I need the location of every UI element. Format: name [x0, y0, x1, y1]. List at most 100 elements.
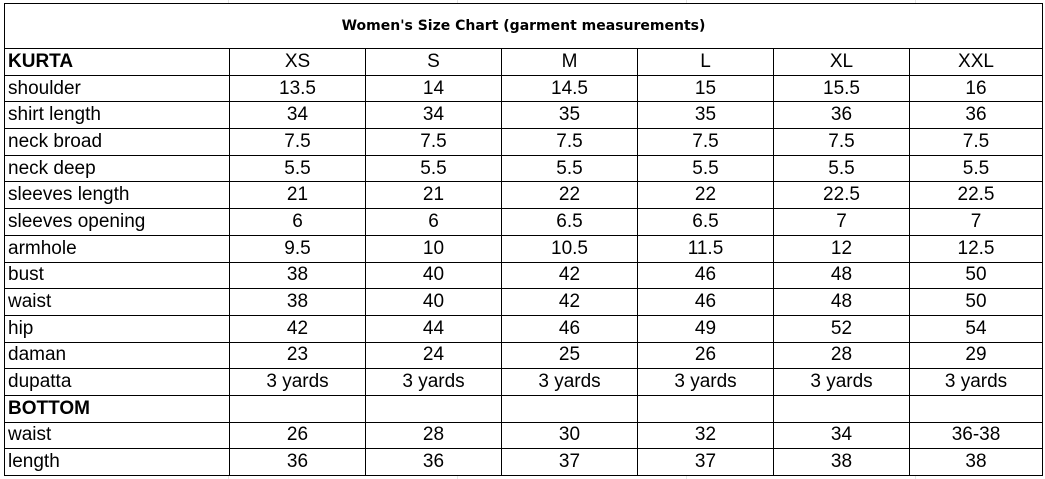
measurement-cell: 14.5 — [501, 74, 638, 103]
measurement-cell: 42 — [229, 314, 366, 343]
measurement-cell: 28 — [365, 421, 502, 450]
table-row: length 36 36 37 37 38 38 — [4, 448, 1043, 476]
row-label: sleeves length — [4, 181, 230, 210]
measurement-cell: 44 — [365, 314, 502, 343]
size-header-xs: XS — [229, 48, 366, 76]
section-heading-bottom: BOTTOM — [4, 394, 230, 423]
measurement-cell: 7.5 — [365, 128, 502, 156]
measurement-cell: 5.5 — [909, 154, 1043, 183]
measurement-cell: 38 — [229, 261, 366, 290]
measurement-cell: 50 — [909, 288, 1043, 316]
measurement-cell: 46 — [501, 314, 638, 343]
table-row: dupatta 3 yards 3 yards 3 yards 3 yards 3 yar… — [4, 368, 1043, 396]
measurement-cell: 7.5 — [229, 128, 366, 156]
row-label: neck broad — [4, 128, 230, 156]
row-label: bust — [4, 261, 230, 290]
table-row: waist 38 40 42 46 48 50 — [4, 288, 1043, 316]
table-row: armhole 9.5 10 10.5 11.5 12 12.5 — [4, 234, 1043, 263]
measurement-cell: 22.5 — [773, 181, 910, 210]
empty-cell — [637, 394, 774, 423]
measurement-cell: 36 — [909, 101, 1043, 130]
measurement-cell: 10.5 — [501, 234, 638, 263]
measurement-cell: 7 — [909, 208, 1043, 236]
table-row: hip 42 44 46 49 52 54 — [4, 314, 1043, 343]
table-row: shoulder 13.5 14 14.5 15 15.5 16 — [4, 74, 1043, 103]
row-label: neck deep — [4, 154, 230, 183]
measurement-cell: 30 — [501, 421, 638, 450]
row-label: waist — [4, 421, 230, 450]
measurement-cell: 7.5 — [909, 128, 1043, 156]
measurement-cell: 36 — [365, 448, 502, 476]
measurement-cell: 13.5 — [229, 74, 366, 103]
measurement-cell: 32 — [637, 421, 774, 450]
measurement-cell: 46 — [637, 261, 774, 290]
table-row: daman 23 24 25 26 28 29 — [4, 341, 1043, 370]
measurement-cell: 38 — [909, 448, 1043, 476]
measurement-cell: 22 — [501, 181, 638, 210]
empty-cell — [365, 394, 502, 423]
table-row: neck deep 5.5 5.5 5.5 5.5 5.5 5.5 — [4, 154, 1043, 183]
section-heading-kurta: KURTA — [4, 48, 230, 76]
measurement-cell: 48 — [773, 261, 910, 290]
measurement-cell: 21 — [229, 181, 366, 210]
row-label: shirt length — [4, 101, 230, 130]
measurement-cell: 37 — [501, 448, 638, 476]
measurement-cell: 6.5 — [501, 208, 638, 236]
measurement-cell: 34 — [229, 101, 366, 130]
bottom-header-row: BOTTOM — [4, 394, 1043, 423]
table-row: bust 38 40 42 46 48 50 — [4, 261, 1043, 290]
measurement-cell: 54 — [909, 314, 1043, 343]
size-header-s: S — [365, 48, 502, 76]
measurement-cell: 26 — [637, 341, 774, 370]
measurement-cell: 14 — [365, 74, 502, 103]
size-header-xxl: XXL — [909, 48, 1043, 76]
row-label: shoulder — [4, 74, 230, 103]
measurement-cell: 22 — [637, 181, 774, 210]
measurement-cell: 3 yards — [909, 368, 1043, 396]
measurement-cell: 6.5 — [637, 208, 774, 236]
row-label: waist — [4, 288, 230, 316]
empty-cell — [909, 394, 1043, 423]
measurement-cell: 26 — [229, 421, 366, 450]
measurement-cell: 7.5 — [773, 128, 910, 156]
table-row: shirt length 34 34 35 35 36 36 — [4, 101, 1043, 130]
size-chart-table: Women's Size Chart (garment measurements… — [4, 3, 1043, 476]
measurement-cell: 37 — [637, 448, 774, 476]
measurement-cell: 46 — [637, 288, 774, 316]
measurement-cell: 42 — [501, 261, 638, 290]
measurement-cell: 36 — [773, 101, 910, 130]
measurement-cell: 42 — [501, 288, 638, 316]
measurement-cell: 3 yards — [773, 368, 910, 396]
measurement-cell: 22.5 — [909, 181, 1043, 210]
measurement-cell: 21 — [365, 181, 502, 210]
measurement-cell: 48 — [773, 288, 910, 316]
measurement-cell: 7.5 — [637, 128, 774, 156]
measurement-cell: 34 — [773, 421, 910, 450]
table-row: neck broad 7.5 7.5 7.5 7.5 7.5 7.5 — [4, 128, 1043, 156]
measurement-cell: 11.5 — [637, 234, 774, 263]
title-row: Women's Size Chart (garment measurements… — [4, 3, 1043, 49]
measurement-cell: 7 — [773, 208, 910, 236]
row-label: dupatta — [4, 368, 230, 396]
row-label: armhole — [4, 234, 230, 263]
measurement-cell: 15 — [637, 74, 774, 103]
measurement-cell: 38 — [229, 288, 366, 316]
row-label: length — [4, 448, 230, 476]
measurement-cell: 3 yards — [365, 368, 502, 396]
measurement-cell: 10 — [365, 234, 502, 263]
measurement-cell: 36 — [229, 448, 366, 476]
chart-title: Women's Size Chart (garment measurements… — [4, 3, 1043, 49]
measurement-cell: 9.5 — [229, 234, 366, 263]
size-header-xl: XL — [773, 48, 910, 76]
size-header-m: M — [501, 48, 638, 76]
measurement-cell: 40 — [365, 288, 502, 316]
table-row: sleeves opening 6 6 6.5 6.5 7 7 — [4, 208, 1043, 236]
measurement-cell: 12 — [773, 234, 910, 263]
measurement-cell: 50 — [909, 261, 1043, 290]
measurement-cell: 38 — [773, 448, 910, 476]
row-label: daman — [4, 341, 230, 370]
measurement-cell: 5.5 — [637, 154, 774, 183]
measurement-cell: 29 — [909, 341, 1043, 370]
empty-cell — [773, 394, 910, 423]
